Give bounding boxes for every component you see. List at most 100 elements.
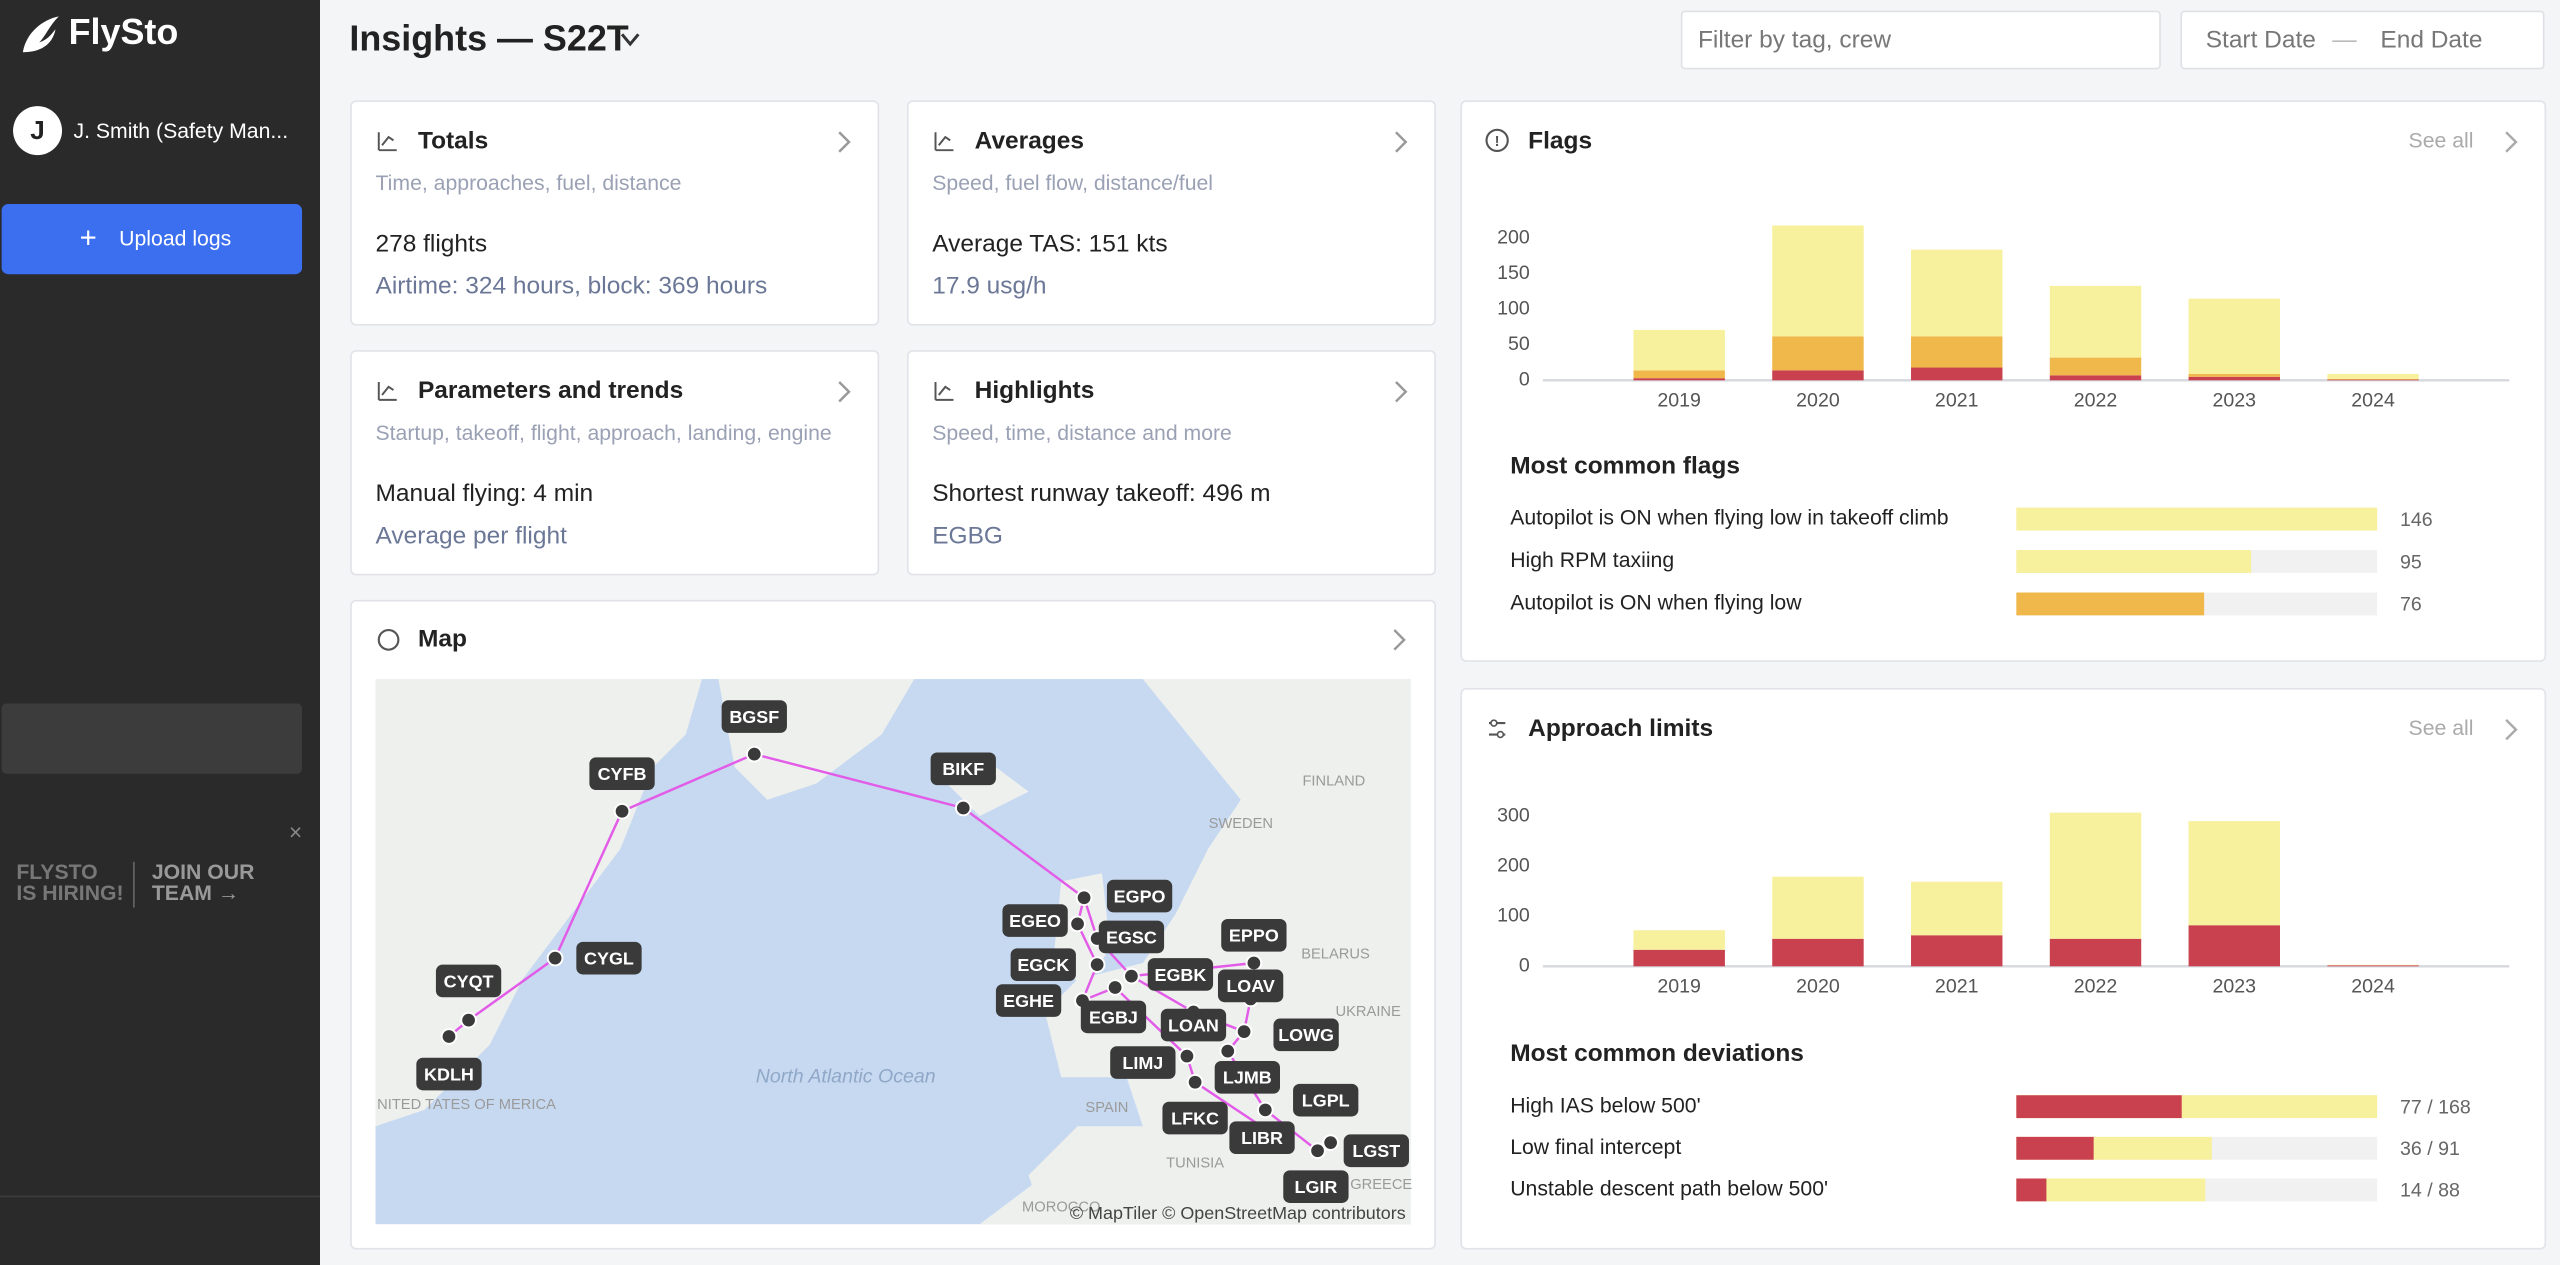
- airport-dot[interactable]: [1323, 1135, 1338, 1150]
- airport-dot[interactable]: [1108, 980, 1123, 995]
- y-tick-label: 50: [1508, 333, 1530, 355]
- airport-dot[interactable]: [548, 951, 563, 966]
- deviation-name[interactable]: Unstable descent path below 500': [1510, 1178, 1828, 1201]
- airport-dot[interactable]: [1258, 1103, 1273, 1118]
- x-tick-label: 2019: [1657, 390, 1701, 412]
- deviation-name[interactable]: High IAS below 500': [1510, 1094, 1700, 1117]
- user-name[interactable]: J. Smith (Safety Man...: [73, 120, 288, 143]
- bar-segment: [1911, 250, 2002, 337]
- deviation-name[interactable]: Low final intercept: [1510, 1136, 1681, 1159]
- bar-value: 14 / 88: [2400, 1180, 2460, 1202]
- airport-label[interactable]: LIBR: [1241, 1128, 1283, 1148]
- avatar-initial: J: [30, 115, 45, 145]
- airport-label[interactable]: EGBJ: [1089, 1007, 1138, 1027]
- list-title: Most common deviations: [1510, 1040, 1804, 1067]
- bar-segment: [1911, 935, 2002, 966]
- airport-label[interactable]: LGPL: [1302, 1091, 1350, 1111]
- bar-segment: [1772, 370, 1863, 380]
- airport-label[interactable]: CYQT: [444, 971, 494, 991]
- airport-label[interactable]: LOWG: [1278, 1025, 1334, 1045]
- filter-placeholder: Filter by tag, crew: [1698, 26, 1891, 53]
- airport-label[interactable]: LIMJ: [1122, 1053, 1163, 1073]
- card-subtitle: Startup, takeoff, flight, approach, land…: [376, 422, 832, 445]
- airport-dot[interactable]: [1188, 1075, 1203, 1090]
- airport-dot[interactable]: [1070, 917, 1085, 932]
- bar-segment: [1772, 226, 1863, 337]
- airport-label[interactable]: EGEO: [1009, 911, 1061, 931]
- approach-card: [1461, 689, 2545, 1249]
- airport-label[interactable]: EGSC: [1106, 927, 1157, 947]
- airport-dot[interactable]: [956, 801, 971, 816]
- airport-label[interactable]: LGST: [1352, 1141, 1400, 1161]
- airport-label[interactable]: BIKF: [942, 759, 984, 779]
- flag-name[interactable]: Autopilot is ON when flying low: [1510, 592, 1802, 615]
- airport-dot[interactable]: [1077, 890, 1092, 905]
- x-tick-label: 2022: [2074, 976, 2118, 998]
- card-title: Totals: [418, 127, 488, 154]
- bar-value: 95: [2400, 551, 2422, 573]
- airport-dot[interactable]: [1310, 1143, 1325, 1158]
- airport-dot[interactable]: [1124, 969, 1139, 984]
- bar-segment: [2189, 299, 2280, 374]
- airport-label[interactable]: LGIR: [1294, 1177, 1337, 1197]
- airport-label[interactable]: EGBK: [1154, 965, 1206, 985]
- airport-label[interactable]: CYFB: [598, 764, 647, 784]
- card-title: Averages: [975, 127, 1084, 154]
- card-title: Highlights: [975, 377, 1095, 404]
- flags-title: Flags: [1528, 127, 1592, 154]
- airport-label[interactable]: LFKC: [1171, 1108, 1219, 1128]
- airport-dot[interactable]: [1180, 1049, 1195, 1064]
- airport-label[interactable]: EGHE: [1003, 991, 1054, 1011]
- airport-dot[interactable]: [1247, 956, 1262, 971]
- airport-dot[interactable]: [1090, 957, 1105, 972]
- see-all[interactable]: See all: [2409, 130, 2474, 153]
- bar-segment: [1633, 330, 1724, 370]
- map[interactable]: North Atlantic OceanFINLANDSWEDENBELARUS…: [376, 679, 1413, 1224]
- x-tick-label: 2021: [1935, 976, 1979, 998]
- airport-label[interactable]: KDLH: [424, 1064, 474, 1084]
- bar-segment: [2189, 821, 2280, 925]
- airport-dot[interactable]: [747, 747, 762, 762]
- bar-segment: [1772, 939, 1863, 967]
- end-date[interactable]: End Date: [2380, 26, 2482, 53]
- airport-dot[interactable]: [1237, 1024, 1252, 1039]
- hiring-right: TEAM →: [152, 882, 239, 905]
- airport-dot[interactable]: [1220, 1044, 1235, 1059]
- brand: FlySto: [69, 11, 179, 52]
- x-tick-label: 2022: [2074, 390, 2118, 412]
- airport-label[interactable]: EGPO: [1114, 886, 1166, 906]
- airport-dot[interactable]: [615, 804, 630, 819]
- airport-label[interactable]: EPPO: [1229, 926, 1279, 946]
- airport-label[interactable]: EGCK: [1017, 955, 1069, 975]
- bar-segment: [2327, 965, 2418, 966]
- bar-segment: [2189, 377, 2280, 381]
- flag-name[interactable]: Autopilot is ON when flying low in takeo…: [1510, 507, 1948, 530]
- airport-dot[interactable]: [461, 1013, 476, 1028]
- bar-segment: [1633, 378, 1724, 380]
- map-place: North Atlantic Ocean: [756, 1065, 936, 1087]
- y-tick-label: 300: [1497, 804, 1530, 826]
- hiring-left: IS HIRING!: [16, 882, 123, 905]
- bar-segment: [1911, 882, 2002, 936]
- airport-label[interactable]: CYGL: [584, 949, 634, 969]
- see-all[interactable]: See all: [2409, 717, 2474, 740]
- y-tick-label: 0: [1519, 368, 1530, 390]
- airport-dot[interactable]: [442, 1029, 457, 1044]
- bar-segment: [2327, 374, 2418, 379]
- map-place: FINLAND: [1302, 774, 1365, 790]
- flag-name[interactable]: High RPM taxiing: [1510, 549, 1674, 572]
- bar-segment: [1911, 336, 2002, 367]
- x-tick-label: 2024: [2351, 390, 2395, 412]
- close-banner[interactable]: ×: [289, 819, 302, 845]
- map-attribution: © MapTiler © OpenStreetMap contributors: [1070, 1203, 1406, 1223]
- bar-segment: [2189, 925, 2280, 966]
- bar-segment: [1633, 930, 1724, 950]
- airport-label[interactable]: BGSF: [729, 707, 779, 727]
- card-subtitle: Time, approaches, fuel, distance: [376, 172, 682, 195]
- y-tick-label: 150: [1497, 262, 1530, 284]
- airport-label[interactable]: LOAN: [1168, 1015, 1219, 1035]
- start-date[interactable]: Start Date: [2206, 26, 2316, 53]
- airport-label[interactable]: LOAV: [1226, 976, 1275, 996]
- bar-segment: [1633, 370, 1724, 378]
- airport-label[interactable]: LJMB: [1223, 1068, 1272, 1088]
